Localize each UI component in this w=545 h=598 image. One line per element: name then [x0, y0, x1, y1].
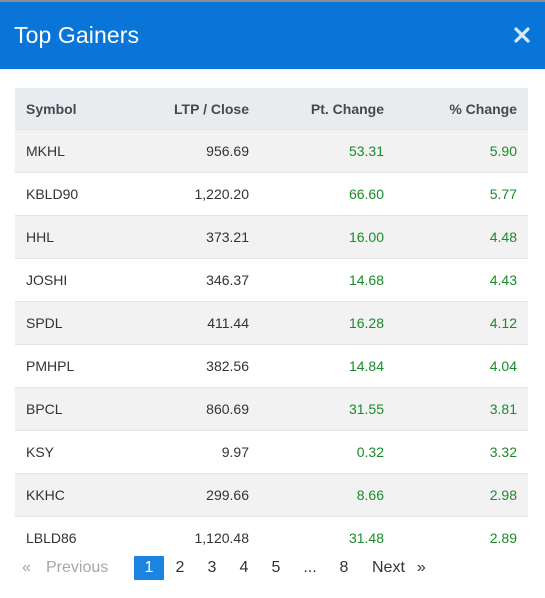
modal-header: Top Gainers: [0, 2, 545, 69]
pct-change-cell: 3.32: [489, 444, 517, 460]
next-arrow-icon[interactable]: »: [416, 559, 426, 576]
ltp-cell: 9.97: [221, 444, 249, 460]
ltp-cell: 373.21: [206, 229, 249, 245]
symbol-cell: HHL: [26, 229, 55, 245]
symbol-cell: LBLD86: [26, 530, 77, 546]
table-row[interactable]: JOSHI 346.37 14.68 4.43: [15, 258, 528, 301]
pct-change-cell: 2.98: [489, 487, 517, 503]
table-row[interactable]: KSY 9.97 0.32 3.32: [15, 430, 528, 473]
pt-change-cell: 16.00: [348, 229, 384, 245]
table-row[interactable]: KBLD90 1,220.20 66.60 5.77: [15, 172, 528, 215]
page-3-button[interactable]: 3: [207, 559, 217, 576]
pct-change-cell: 4.04: [489, 358, 517, 374]
pct-change-cell: 4.12: [489, 315, 517, 331]
ltp-cell: 299.66: [206, 487, 249, 503]
pct-change-cell: 3.81: [489, 401, 517, 417]
top-border: [0, 0, 545, 2]
pct-change-cell: 4.43: [489, 272, 517, 288]
table-header-row: Symbol LTP / Close Pt. Change % Change: [15, 88, 528, 129]
pt-change-cell: 53.31: [348, 143, 384, 159]
page-5-button[interactable]: 5: [271, 559, 281, 576]
pt-change-cell: 31.55: [348, 401, 384, 417]
table-row[interactable]: BPCL 860.69 31.55 3.81: [15, 387, 528, 430]
pt-change-cell: 0.32: [356, 444, 384, 460]
pct-change-cell: 2.89: [489, 530, 517, 546]
ltp-cell: 956.69: [206, 143, 249, 159]
column-header-symbol[interactable]: Symbol: [26, 100, 77, 117]
ltp-cell: 1,220.20: [194, 186, 250, 202]
table-row[interactable]: HHL 373.21 16.00 4.48: [15, 215, 528, 258]
table-row[interactable]: KKHC 299.66 8.66 2.98: [15, 473, 528, 516]
pt-change-cell: 14.84: [348, 358, 384, 374]
table-row[interactable]: MKHL 956.69 53.31 5.90: [15, 129, 528, 172]
ltp-cell: 346.37: [206, 272, 249, 288]
symbol-cell: KKHC: [26, 487, 65, 503]
symbol-cell: MKHL: [26, 143, 65, 159]
next-button[interactable]: Next: [372, 559, 405, 576]
ltp-cell: 411.44: [207, 315, 249, 331]
pct-change-cell: 4.48: [489, 229, 517, 245]
page-4-button[interactable]: 4: [239, 559, 249, 576]
page-1-button[interactable]: 1: [134, 556, 164, 580]
pt-change-cell: 31.48: [348, 530, 384, 546]
previous-arrow-icon: «: [22, 559, 31, 576]
previous-button[interactable]: Previous: [46, 559, 109, 576]
symbol-cell: KSY: [26, 444, 55, 460]
pct-change-cell: 5.77: [489, 186, 517, 202]
pt-change-cell: 8.66: [356, 487, 384, 503]
ltp-cell: 860.69: [206, 401, 249, 417]
close-icon[interactable]: [511, 24, 533, 46]
table-row[interactable]: SPDL 411.44 16.28 4.12: [15, 301, 528, 344]
modal-title: Top Gainers: [14, 22, 140, 48]
pagination-ellipsis: ...: [303, 559, 317, 576]
symbol-cell: SPDL: [26, 315, 63, 331]
column-header-ltp[interactable]: LTP / Close: [174, 100, 249, 117]
ltp-cell: 382.56: [206, 358, 249, 374]
pt-change-cell: 16.28: [348, 315, 384, 331]
page-8-button[interactable]: 8: [339, 559, 349, 576]
symbol-cell: JOSHI: [26, 272, 68, 288]
symbol-cell: BPCL: [26, 401, 63, 417]
column-header-pt-change[interactable]: Pt. Change: [310, 100, 384, 117]
symbol-cell: KBLD90: [26, 186, 79, 202]
pt-change-cell: 14.68: [348, 272, 384, 288]
ltp-cell: 1,120.48: [194, 530, 250, 546]
table-row[interactable]: PMHPL 382.56 14.84 4.04: [15, 344, 528, 387]
column-header-pct-change[interactable]: % Change: [449, 100, 517, 117]
table-row[interactable]: LBLD86 1,120.48 31.48 2.89: [15, 516, 528, 559]
gainers-table: Symbol LTP / Close Pt. Change % Change M…: [15, 88, 528, 559]
page-2-button[interactable]: 2: [175, 559, 185, 576]
pagination: « Previous 1 2 3 4 5 ... 8 Next »: [22, 556, 426, 580]
pct-change-cell: 5.90: [489, 143, 517, 159]
symbol-cell: PMHPL: [26, 358, 75, 374]
pt-change-cell: 66.60: [348, 186, 384, 202]
